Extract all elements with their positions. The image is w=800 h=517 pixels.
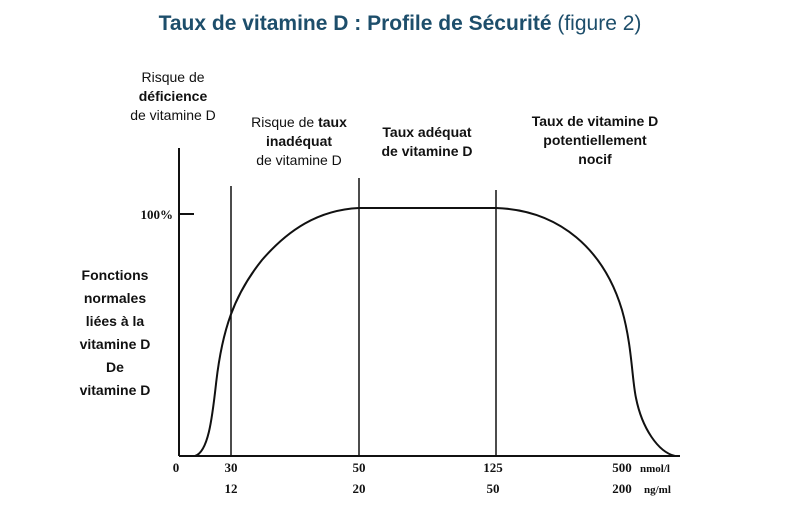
zone-harmful-label: Taux de vitamine D potentiellement nocif (506, 112, 684, 169)
x-axis-tick-labels: 0 30 50 125 500 nmol/l 12 20 50 200 ng/ml (173, 460, 671, 496)
x-tick-label: 500 (612, 460, 632, 475)
zone-deficiency-line2: déficience (138, 88, 208, 104)
zone-inadequate-label: Risque de taux inadéquat de vitamine D (234, 113, 364, 170)
x-tick-label: 0 (173, 460, 180, 475)
x-axis-unit-label: ng/ml (644, 484, 671, 496)
y-axis-label-line: vitamine D (79, 336, 151, 352)
y-axis-label-line: Fonctions (81, 267, 149, 283)
zone-inadequate-line2: inadéquat (265, 133, 333, 149)
zone-deficiency-line3: de vitamine D (130, 107, 216, 123)
x-axis-unit-label: nmol/l (640, 463, 670, 475)
chart-title-main: Taux de vitamine D : Profile de Sécurité (158, 12, 552, 35)
zone-inadequate-line3: de vitamine D (256, 152, 342, 168)
x-tick-label: 12 (225, 481, 238, 496)
zone-harmful-line2: potentiellement (543, 132, 647, 148)
x-tick-label: 50 (353, 460, 366, 475)
y-axis-label-line: normales (83, 290, 147, 306)
zone-adequate-line1: Taux adéquat (382, 124, 472, 140)
zone-adequate-label: Taux adéquat de vitamine D (355, 123, 499, 161)
y-tick-label: 100% (141, 207, 174, 222)
zone-inadequate-line1b: taux (318, 114, 347, 130)
x-tick-label: 125 (483, 460, 503, 475)
x-tick-label: 20 (353, 481, 366, 496)
y-axis-label-line: liées à la (85, 313, 145, 329)
zone-adequate-line2: de vitamine D (381, 143, 473, 159)
x-tick-label: 30 (225, 460, 238, 475)
y-axis-label: Fonctions normales liées à la vitamine D… (62, 264, 168, 402)
y-axis-label-line: vitamine D (79, 382, 151, 398)
zone-deficiency-line1: Risque de (141, 69, 205, 85)
safety-profile-curve (194, 207, 676, 457)
x-tick-label: 50 (487, 481, 500, 496)
zone-deficiency-label: Risque de déficience de vitamine D (115, 68, 231, 125)
zone-harmful-line3: nocif (578, 151, 612, 167)
y-axis-label-line: De (106, 359, 124, 375)
zone-harmful-line1: Taux de vitamine D (531, 113, 659, 129)
chart-title-suffix: (figure 2) (557, 12, 642, 35)
zone-inadequate-line1a: Risque de (251, 114, 319, 130)
chart-title: Taux de vitamine D : Profile de Sécurité… (0, 12, 800, 36)
x-tick-label: 200 (612, 481, 632, 496)
